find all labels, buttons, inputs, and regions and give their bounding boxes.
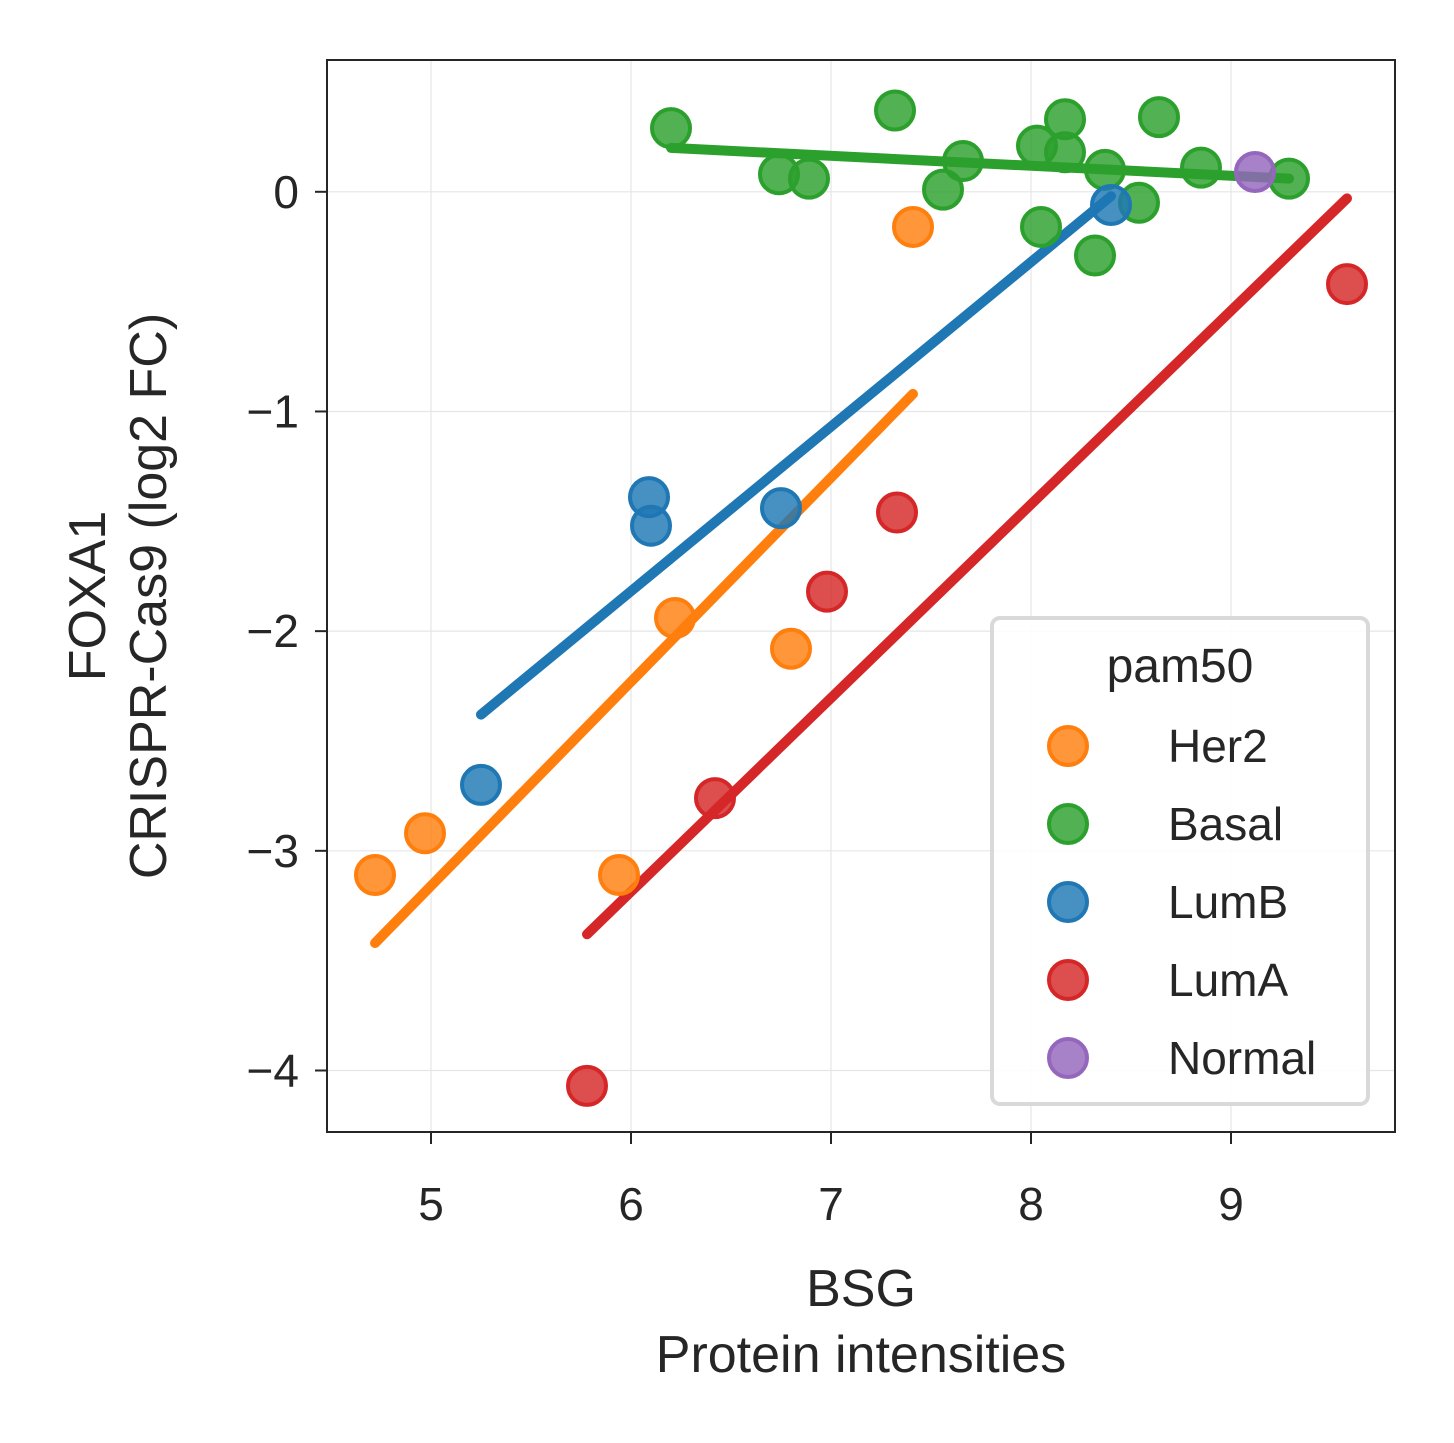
legend-title: pam50 [1107,640,1254,693]
axis-ticks: 5 6 7 8 9 0 −1 −2 −3 −4 [247,166,1244,1230]
data-point-luma [876,491,918,534]
data-point-her2 [404,812,446,855]
x-axis-label-line2: Protein intensities [656,1326,1066,1384]
y-tick-label: −1 [247,385,299,437]
data-points [354,89,1368,1107]
data-point-basal [788,157,830,200]
data-point-luma [694,777,736,820]
data-point-her2 [770,627,812,670]
data-point-basal [1074,234,1116,277]
y-tick-label: −3 [247,825,299,877]
data-point-lumb [760,487,802,530]
data-point-luma [806,570,848,613]
legend-label-luma: LumA [1168,954,1288,1006]
data-point-basal [1268,157,1310,200]
data-point-her2 [354,853,396,896]
data-point-lumb [1090,183,1132,226]
data-point-basal [942,140,984,183]
data-point-basal [1138,96,1180,139]
legend-label-normal: Normal [1168,1032,1316,1084]
data-point-lumb [460,763,502,806]
legend-marker-her2 [1047,725,1089,767]
data-point-her2 [654,596,696,639]
regression-line-lumb [476,191,1116,720]
y-tick-label: 0 [273,166,299,218]
data-point-basal [650,107,692,150]
data-point-her2 [892,205,934,248]
y-axis-label-line2: CRISPR-Cas9 (log2 FC) [120,313,178,879]
regression-line-her2 [370,388,918,949]
data-point-basal [922,168,964,211]
legend-marker-luma [1047,959,1089,1001]
legend-marker-lumb [1047,881,1089,923]
data-point-luma [1326,263,1368,306]
data-point-lumb [630,504,672,547]
legend-label-lumb: LumB [1168,876,1288,928]
y-axis-label-line1: FOXA1 [59,511,117,682]
legend-label-her2: Her2 [1168,720,1268,772]
data-point-basal [1084,148,1126,191]
data-point-her2 [598,853,640,896]
x-tick-label: 7 [818,1178,844,1230]
data-point-basal [1020,205,1062,248]
legend: pam50 Her2 Basal LumB LumA Normal [990,616,1370,1106]
x-axis-label-line1: BSG [806,1260,916,1318]
plot-frame [326,59,1396,1133]
x-tick-label: 8 [1018,1178,1044,1230]
y-tick-label: −2 [247,605,299,657]
data-point-basal [874,89,916,132]
legend-label-basal: Basal [1168,798,1283,850]
data-point-normal [1234,151,1276,194]
legend-marker-normal [1047,1037,1089,1079]
x-tick-label: 9 [1218,1178,1244,1230]
x-tick-label: 6 [618,1178,644,1230]
data-point-luma [566,1064,608,1107]
data-point-basal [1180,146,1222,189]
legend-marker-basal [1047,803,1089,845]
y-tick-label: −4 [247,1044,299,1096]
data-point-basal [1044,131,1086,174]
x-tick-label: 5 [418,1178,444,1230]
legend-entries: Her2 Basal LumB LumA Normal [1047,720,1316,1084]
